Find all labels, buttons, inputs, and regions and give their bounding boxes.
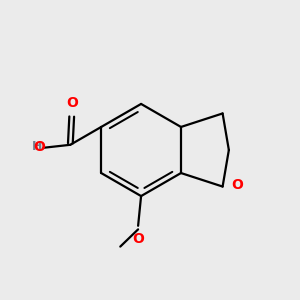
Text: O: O [231, 178, 243, 192]
Text: O: O [132, 232, 144, 246]
Text: O: O [34, 140, 45, 154]
Text: O: O [66, 96, 78, 110]
Text: H: H [32, 140, 42, 153]
